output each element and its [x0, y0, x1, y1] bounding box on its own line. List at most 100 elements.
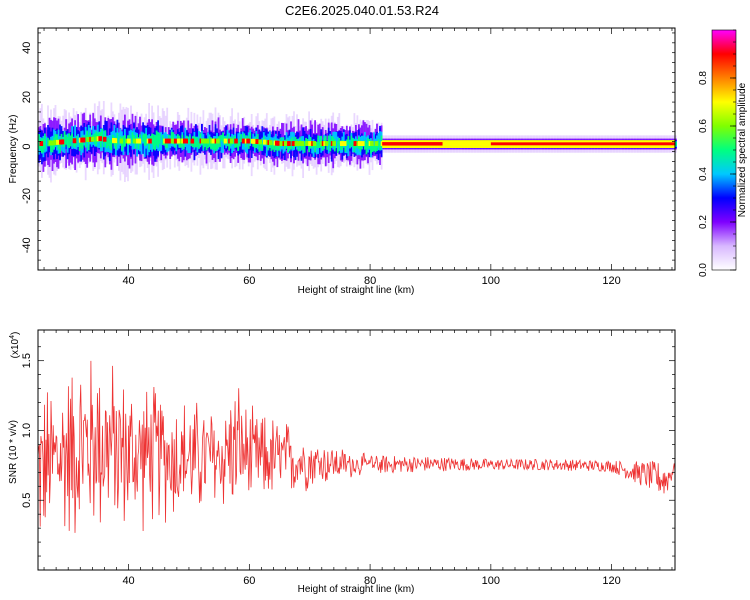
- colorbar-label: Normalized spectral amplitude: [737, 82, 748, 217]
- spectrogram-cell: [118, 132, 120, 149]
- spectrogram-cell: [329, 139, 332, 152]
- snr-y-tick-label: 1.5: [21, 353, 33, 368]
- spectrogram-x-tick-label: 40: [122, 275, 134, 287]
- spectrogram-cell: [184, 127, 187, 147]
- snr-y-multiplier: (x104): [9, 332, 21, 359]
- spectrogram-cell: [146, 135, 149, 156]
- spectrogram-cell: [336, 141, 339, 153]
- spectrogram-cell: [77, 133, 79, 147]
- spectrogram-peak: [39, 141, 44, 146]
- figure-title: C2E6.2025.040.01.53.R24: [285, 3, 439, 18]
- spectrogram-cell: [226, 134, 229, 147]
- spectrogram-cell: [188, 135, 191, 144]
- spectrogram-cell: [187, 138, 190, 145]
- snr-x-label: Height of straight line (km): [298, 584, 415, 595]
- spectrogram-cell: [42, 138, 45, 153]
- snr-frame-bg: [38, 330, 675, 570]
- spectrogram-peak: [98, 136, 102, 142]
- colorbar-gradient: [711, 29, 737, 271]
- spectrogram-cell: [344, 141, 347, 152]
- spectrogram-cell: [373, 132, 375, 151]
- spectrogram-y-tick-label: -20: [21, 188, 33, 204]
- colorbar-tick-label: 0.2: [698, 215, 709, 229]
- spectrogram-cell: [261, 142, 264, 151]
- spectrogram-cell: [376, 145, 378, 151]
- spectrogram-cell: [163, 138, 166, 153]
- spectrogram-peak: [324, 141, 329, 146]
- spectrogram-peak: [90, 136, 95, 142]
- spectrogram-cell: [155, 130, 158, 146]
- spectrogram-cell: [237, 140, 240, 151]
- spectrogram-cell: [116, 133, 119, 145]
- spectrogram-cell: [130, 129, 132, 146]
- spectrogram-peak: [241, 138, 246, 144]
- spectrogram-peak: [102, 136, 107, 142]
- spectrogram-cell: [303, 142, 306, 153]
- spectrogram-cell: [327, 139, 330, 154]
- spectrogram-panel: 40 60 80 100 120 -40 -20 0 20 40 Height of straig…: [8, 27, 677, 296]
- spectrogram-cell: [207, 132, 209, 145]
- spectrogram-cell: [205, 139, 208, 151]
- snr-y-tick-label: 1.0: [21, 423, 33, 438]
- spectrogram-peak: [223, 138, 228, 144]
- spectrogram-peak: [279, 141, 284, 146]
- spectrogram-cell: [143, 133, 146, 146]
- snr-y-label: SNR (10 * v/v): [8, 420, 19, 484]
- spectrogram-cell: [108, 139, 111, 149]
- spectrogram-cell: [377, 139, 380, 148]
- spectrogram-cell: [273, 139, 276, 152]
- spectrogram-cell: [220, 134, 223, 141]
- spectrogram-cell: [89, 132, 92, 140]
- spectrogram-cell: [321, 144, 324, 151]
- spectrogram-cell: [71, 133, 73, 142]
- spectrogram-cell: [287, 141, 289, 152]
- snr-mult-exp: 4: [9, 335, 16, 339]
- spectrogram-peak: [305, 141, 309, 146]
- spectrogram-peak: [308, 141, 312, 146]
- spectrogram-frame: [37, 27, 676, 271]
- spectrogram-cell: [364, 140, 366, 150]
- spectrogram-y-tick-label: 20: [21, 91, 33, 103]
- spectrogram-cell: [198, 141, 200, 149]
- spectrogram-cell: [222, 136, 224, 153]
- spectrogram-cell: [675, 141, 677, 147]
- spectrogram-peak: [287, 141, 291, 146]
- spectrogram-peak: [60, 139, 65, 145]
- spectrogram-cell: [201, 130, 203, 146]
- spectrogram-peak: [255, 139, 259, 144]
- spectrogram-cell: [315, 142, 318, 149]
- spectrogram-cell: [338, 141, 341, 152]
- spectrogram-cell: [179, 141, 182, 148]
- spectrogram-cell: [314, 144, 316, 153]
- spectrogram-peak: [113, 138, 118, 144]
- spectrogram-cell: [161, 135, 164, 145]
- spectrogram-y-tick-label: -40: [21, 237, 33, 253]
- spectrogram-cell: [193, 136, 196, 147]
- spectrogram-cell: [182, 139, 185, 150]
- spectrogram-cell: [127, 135, 129, 156]
- spectrogram-cell: [104, 130, 107, 143]
- spectrogram-cell: [238, 138, 241, 146]
- spectrogram-cell: [115, 139, 117, 150]
- spectrogram-cell: [267, 140, 270, 151]
- spectrogram-cell: [134, 141, 137, 149]
- spectrogram-cell: [305, 137, 307, 145]
- spectrogram-cell: [371, 140, 374, 152]
- spectrogram-peak: [119, 138, 124, 144]
- spectrogram-cell: [338, 138, 341, 145]
- spectrogram-cell: [253, 142, 256, 148]
- spectrogram-cell: [84, 135, 87, 148]
- snr-x-tick-label: 100: [482, 575, 500, 587]
- spectrogram-peak: [284, 141, 288, 146]
- spectrogram-cell: [282, 141, 285, 154]
- spectrogram-peak: [56, 139, 60, 145]
- spectrogram-cell: [216, 141, 218, 150]
- spectrogram-y-tick-label: 0: [21, 143, 33, 149]
- spectrogram-cell: [207, 141, 209, 149]
- snr-x-tick-label: 120: [602, 575, 620, 587]
- spectrogram-peak: [339, 141, 344, 146]
- spectrogram-cell: [214, 139, 217, 152]
- spectrogram-cell: [312, 139, 315, 158]
- spectrogram-cell: [137, 140, 140, 149]
- spectrogram-x-label: Height of straight line (km): [298, 285, 415, 296]
